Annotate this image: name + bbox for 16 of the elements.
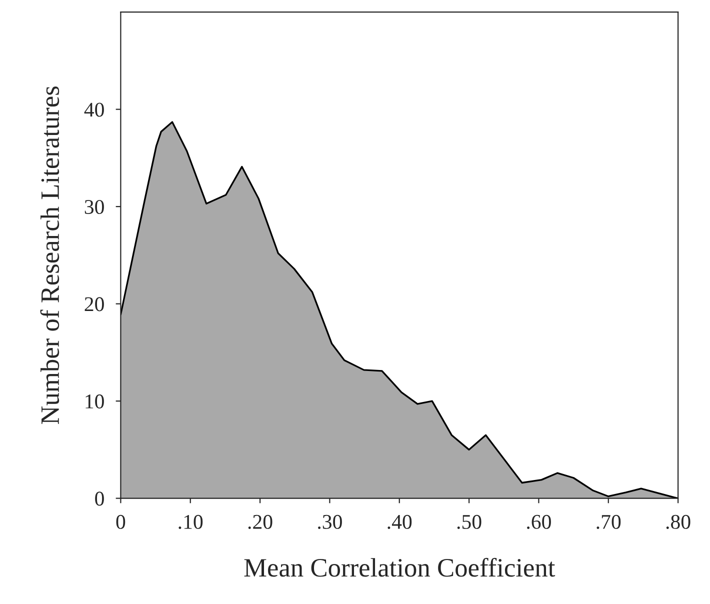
y-tick-label: 0 (95, 492, 104, 506)
y-tick-label: 40 (84, 102, 104, 117)
y-tick-label: 20 (84, 297, 104, 312)
x-axis-title: Mean Correlation Coefficient (244, 558, 556, 577)
y-tick-label: 30 (84, 200, 104, 214)
x-tick-label: .70 (596, 514, 621, 530)
y-tick-label: 10 (86, 394, 104, 408)
x-tick-label: 0 (116, 514, 126, 529)
x-tick-label: .10 (178, 514, 203, 530)
x-tick-label: .30 (318, 514, 342, 530)
x-tick-label: .40 (388, 514, 412, 530)
x-tick-label: .50 (457, 514, 482, 530)
x-tick-label: .60 (527, 514, 551, 530)
x-tick-label: .20 (248, 514, 272, 530)
y-axis-title: Number of Research Literatures (40, 86, 60, 424)
x-tick-label: .80 (666, 514, 690, 530)
